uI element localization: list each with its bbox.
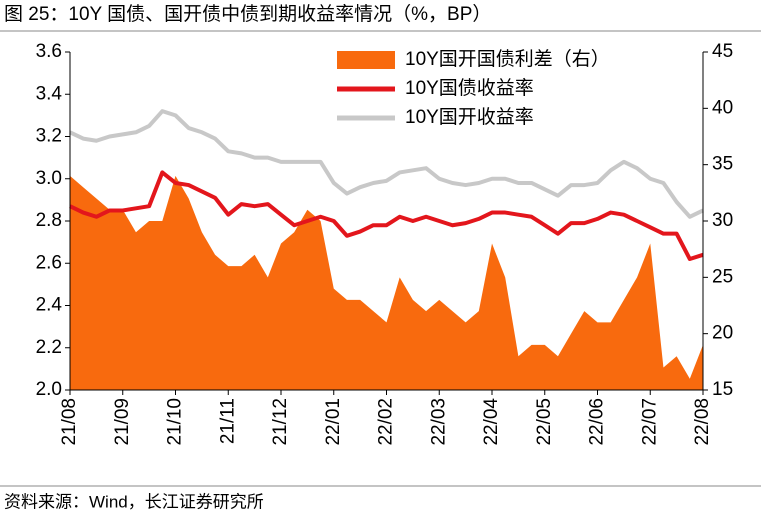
y2-tick-label: 35 xyxy=(712,154,733,175)
x-tick-label: 22/03 xyxy=(428,398,449,446)
y-tick-label: 2.6 xyxy=(36,252,62,273)
y-tick-label: 3.6 xyxy=(36,41,62,62)
y-tick-label: 3.2 xyxy=(36,126,62,147)
x-tick-label: 22/07 xyxy=(639,398,660,446)
line xyxy=(69,109,704,219)
y-tick-label: 2.8 xyxy=(36,210,62,231)
legend-label: 10Y国开收益率 xyxy=(405,106,534,128)
y-tick-label: 2.2 xyxy=(36,337,62,358)
y2-tick-label: 25 xyxy=(712,266,733,287)
legend-label: 10Y国债收益率 xyxy=(405,77,534,99)
x-tick-label: 21/09 xyxy=(112,398,133,446)
x-tick-label: 22/02 xyxy=(376,398,397,446)
y-tick-label: 2.4 xyxy=(36,295,63,316)
x-tick-label: 22/08 xyxy=(692,398,713,446)
x-tick-label: 22/04 xyxy=(481,398,502,446)
line xyxy=(69,170,704,262)
y2-tick-label: 20 xyxy=(712,323,733,344)
y-tick-label: 2.0 xyxy=(36,379,62,400)
x-tick-label: 21/12 xyxy=(270,398,291,446)
x-tick-label: 21/11 xyxy=(217,398,238,444)
x-tick-label: 22/06 xyxy=(587,398,608,446)
y2-tick-label: 40 xyxy=(712,97,733,118)
y2-tick-label: 45 xyxy=(712,41,733,62)
source-note: 资料来源：Wind，长江证券研究所 xyxy=(4,492,264,511)
x-tick-label: 22/05 xyxy=(534,398,555,446)
legend-swatch xyxy=(337,51,395,69)
x-tick-label: 21/10 xyxy=(165,398,186,446)
y2-tick-label: 30 xyxy=(712,210,733,231)
y-tick-label: 3.4 xyxy=(36,83,63,104)
x-tick-label: 22/01 xyxy=(323,398,344,446)
legend-label: 10Y国开国债利差（右） xyxy=(405,48,610,70)
area xyxy=(70,175,703,390)
y2-tick-label: 15 xyxy=(712,379,733,400)
y-tick-label: 3.0 xyxy=(36,168,62,189)
chart-title: 图 25：10Y 国债、国开债中债到期收益率情况（%，BP） xyxy=(4,3,491,25)
x-tick-label: 21/08 xyxy=(59,398,80,446)
